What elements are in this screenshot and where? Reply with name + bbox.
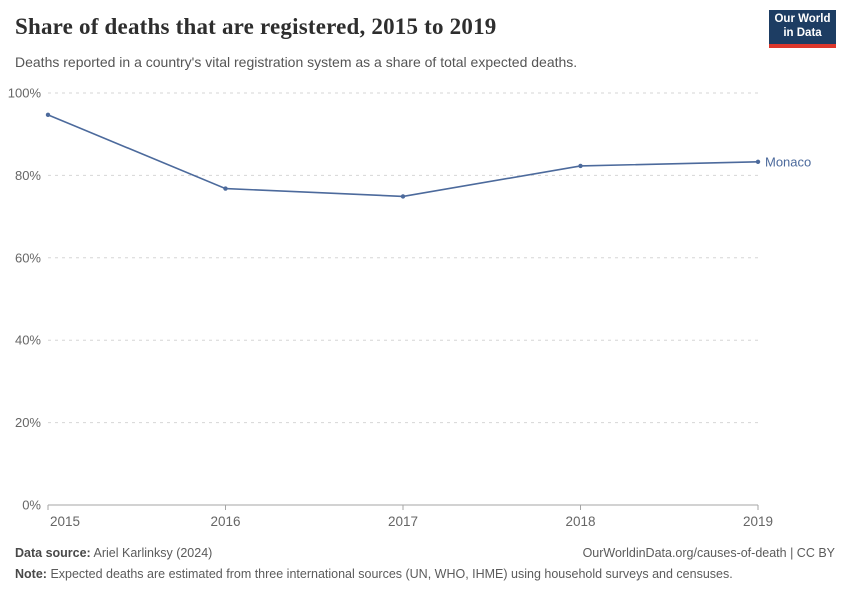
data-source-line: Data source: Ariel Karlinksy (2024) bbox=[15, 546, 212, 560]
x-tick-label: 2019 bbox=[743, 514, 773, 529]
owid-license-link[interactable]: OurWorldinData.org/causes-of-death | CC … bbox=[582, 546, 835, 560]
line-chart-plot-area[interactable]: 0% 20% 40% 60% 80% 100% 2015 2016 2017 2018 2019 Mo… bbox=[0, 85, 850, 540]
y-tick-label: 40% bbox=[15, 333, 41, 348]
x-tick-label: 2016 bbox=[210, 514, 240, 529]
chart-footer: Data source: Ariel Karlinksy (2024) OurW… bbox=[15, 546, 835, 581]
data-point[interactable] bbox=[755, 159, 761, 165]
page-title: Share of deaths that are registered, 201… bbox=[15, 14, 497, 39]
y-tick-label: 0% bbox=[22, 498, 41, 513]
y-tick-label: 100% bbox=[8, 86, 42, 101]
chart-subtitle: Deaths reported in a country's vital reg… bbox=[15, 54, 578, 70]
data-source-label: Data source: bbox=[15, 546, 91, 560]
data-point[interactable] bbox=[400, 194, 406, 199]
y-tick-label: 80% bbox=[15, 168, 41, 183]
series-line[interactable] bbox=[47, 114, 759, 198]
data-point[interactable] bbox=[45, 112, 51, 118]
series-end-label[interactable]: Monaco bbox=[765, 154, 811, 169]
logo-line1: Our World bbox=[774, 13, 831, 26]
data-point[interactable] bbox=[223, 186, 228, 191]
x-tick-label: 2018 bbox=[565, 514, 595, 529]
series-monaco[interactable]: Monaco bbox=[45, 112, 811, 199]
note-line: Note: Expected deaths are estimated from… bbox=[15, 567, 835, 581]
x-tick-label: 2017 bbox=[388, 514, 418, 529]
data-source-value: Ariel Karlinksy (2024) bbox=[93, 546, 213, 560]
note-text: Expected deaths are estimated from three… bbox=[50, 567, 733, 581]
line-chart-svg: 0% 20% 40% 60% 80% 100% 2015 2016 2017 2018 2019 Mo… bbox=[8, 86, 812, 530]
note-label: Note: bbox=[15, 567, 47, 581]
y-tick-label: 60% bbox=[15, 250, 41, 265]
logo-line2: in Data bbox=[783, 27, 822, 39]
owid-logo[interactable]: Our World in Data bbox=[769, 10, 836, 48]
data-point[interactable] bbox=[578, 163, 583, 169]
y-tick-label: 20% bbox=[15, 415, 41, 430]
x-tick-label: 2015 bbox=[50, 514, 80, 529]
